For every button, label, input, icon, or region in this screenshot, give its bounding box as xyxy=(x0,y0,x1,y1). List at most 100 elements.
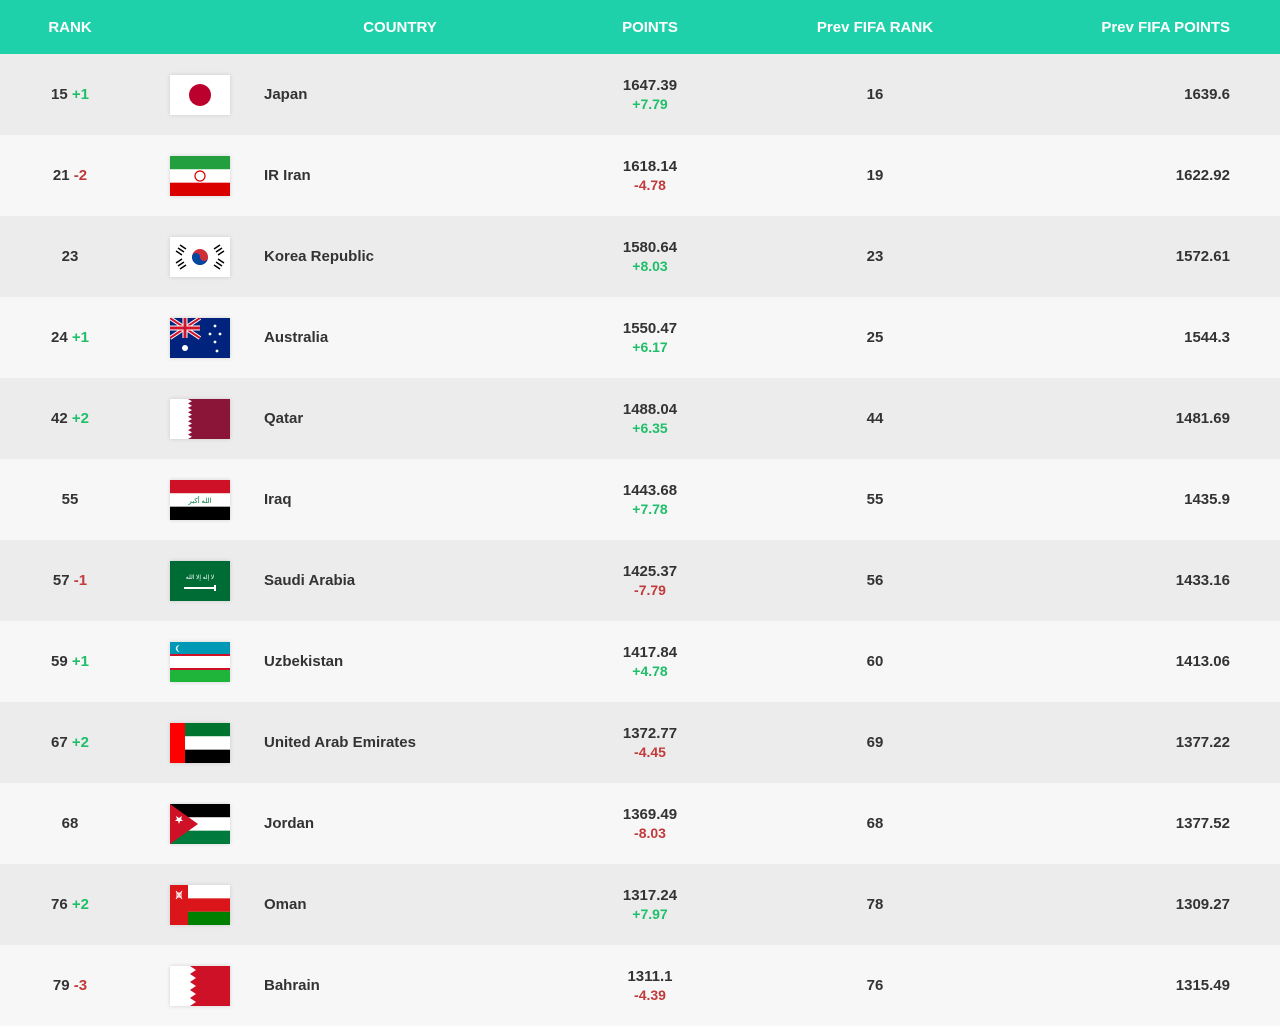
prev-rank-cell: 68 xyxy=(760,815,990,832)
flag-icon: الله أكبر xyxy=(170,480,230,520)
table-row[interactable]: 23 Korea Republic 1580.64 +8.03 23 1572.… xyxy=(0,216,1280,297)
prev-points-cell: 1315.49 xyxy=(990,977,1280,994)
prev-rank-cell: 16 xyxy=(760,86,990,103)
country-cell: Saudi Arabia xyxy=(260,572,540,589)
points-value: 1417.84 xyxy=(540,644,760,661)
points-cell: 1372.77 -4.45 xyxy=(540,725,760,760)
flag-icon xyxy=(170,318,230,358)
points-delta: -8.03 xyxy=(540,825,760,841)
country-cell: Uzbekistan xyxy=(260,653,540,670)
rank-cell: 55 xyxy=(0,491,140,508)
prev-points-cell: 1572.61 xyxy=(990,248,1280,265)
points-delta: +6.17 xyxy=(540,339,760,355)
country-cell: Jordan xyxy=(260,815,540,832)
rank-cell: 67 +2 xyxy=(0,734,140,751)
prev-points-cell: 1377.22 xyxy=(990,734,1280,751)
table-body: 15 +1 Japan 1647.39 +7.79 16 1639.6 21 -… xyxy=(0,54,1280,1026)
points-value: 1369.49 xyxy=(540,806,760,823)
table-row[interactable]: 57 -1 لا إله إلا الله Saudi Arabia 1425.… xyxy=(0,540,1280,621)
svg-text:الله أكبر: الله أكبر xyxy=(187,495,211,505)
rank-value: 23 xyxy=(62,248,79,265)
rank-cell: 24 +1 xyxy=(0,329,140,346)
points-cell: 1425.37 -7.79 xyxy=(540,563,760,598)
points-value: 1311.1 xyxy=(540,968,760,985)
rank-delta: +1 xyxy=(72,329,89,346)
rank-cell: 21 -2 xyxy=(0,167,140,184)
points-delta: +7.78 xyxy=(540,501,760,517)
points-delta: -4.45 xyxy=(540,744,760,760)
prev-points-cell: 1639.6 xyxy=(990,86,1280,103)
flag-cell: لا إله إلا الله xyxy=(140,561,260,601)
prev-rank-cell: 60 xyxy=(760,653,990,670)
col-header-rank: RANK xyxy=(0,19,140,36)
prev-rank-cell: 23 xyxy=(760,248,990,265)
rank-cell: 76 +2 xyxy=(0,896,140,913)
points-value: 1317.24 xyxy=(540,887,760,904)
points-cell: 1618.14 -4.78 xyxy=(540,158,760,193)
points-delta: +7.79 xyxy=(540,96,760,112)
rank-delta: -3 xyxy=(74,977,87,994)
flag-icon xyxy=(170,75,230,115)
table-row[interactable]: 15 +1 Japan 1647.39 +7.79 16 1639.6 xyxy=(0,54,1280,135)
country-cell: Oman xyxy=(260,896,540,913)
col-header-prev-points: Prev FIFA POINTS xyxy=(990,19,1280,36)
rank-cell: 59 +1 xyxy=(0,653,140,670)
points-delta: -7.79 xyxy=(540,582,760,598)
rank-delta: +2 xyxy=(72,896,89,913)
table-header: RANK COUNTRY POINTS Prev FIFA RANK Prev … xyxy=(0,0,1280,54)
points-value: 1372.77 xyxy=(540,725,760,742)
prev-points-cell: 1481.69 xyxy=(990,410,1280,427)
table-row[interactable]: 55 الله أكبر Iraq 1443.68 +7.78 55 1435.… xyxy=(0,459,1280,540)
flag-cell xyxy=(140,885,260,925)
rank-value: 21 xyxy=(53,167,70,184)
points-delta: +8.03 xyxy=(540,258,760,274)
table-row[interactable]: 59 +1 Uzbekistan 1417.84 +4.78 60 1413.0… xyxy=(0,621,1280,702)
points-cell: 1317.24 +7.97 xyxy=(540,887,760,922)
table-row[interactable]: 76 +2 Oman 1317.24 +7.97 78 1309.27 xyxy=(0,864,1280,945)
rank-value: 68 xyxy=(62,815,79,832)
prev-points-cell: 1309.27 xyxy=(990,896,1280,913)
flag-cell xyxy=(140,237,260,277)
points-cell: 1311.1 -4.39 xyxy=(540,968,760,1003)
table-row[interactable]: 68 Jordan 1369.49 -8.03 68 1377.52 xyxy=(0,783,1280,864)
points-delta: +7.97 xyxy=(540,906,760,922)
rank-cell: 23 xyxy=(0,248,140,265)
country-cell: Japan xyxy=(260,86,540,103)
points-cell: 1647.39 +7.79 xyxy=(540,77,760,112)
table-row[interactable]: 21 -2 IR Iran 1618.14 -4.78 19 1622.92 xyxy=(0,135,1280,216)
rank-cell: 15 +1 xyxy=(0,86,140,103)
prev-points-cell: 1622.92 xyxy=(990,167,1280,184)
points-delta: +4.78 xyxy=(540,663,760,679)
prev-points-cell: 1413.06 xyxy=(990,653,1280,670)
points-delta: +6.35 xyxy=(540,420,760,436)
ranking-table: RANK COUNTRY POINTS Prev FIFA RANK Prev … xyxy=(0,0,1280,1026)
table-row[interactable]: 67 +2 United Arab Emirates 1372.77 -4.45… xyxy=(0,702,1280,783)
rank-value: 24 xyxy=(51,329,68,346)
flag-cell xyxy=(140,156,260,196)
rank-value: 79 xyxy=(53,977,70,994)
rank-value: 67 xyxy=(51,734,68,751)
prev-points-cell: 1435.9 xyxy=(990,491,1280,508)
rank-cell: 57 -1 xyxy=(0,572,140,589)
rank-value: 15 xyxy=(51,86,68,103)
points-cell: 1550.47 +6.17 xyxy=(540,320,760,355)
country-cell: IR Iran xyxy=(260,167,540,184)
points-cell: 1369.49 -8.03 xyxy=(540,806,760,841)
table-row[interactable]: 79 -3 Bahrain 1311.1 -4.39 76 1315.49 xyxy=(0,945,1280,1026)
flag-cell xyxy=(140,642,260,682)
flag-cell xyxy=(140,399,260,439)
table-row[interactable]: 24 +1 Australia 1550.47 +6.17 25 1544.3 xyxy=(0,297,1280,378)
table-row[interactable]: 42 +2 Qatar 1488.04 +6.35 44 1481.69 xyxy=(0,378,1280,459)
flag-icon xyxy=(170,966,230,1006)
points-delta: -4.78 xyxy=(540,177,760,193)
flag-cell xyxy=(140,723,260,763)
points-cell: 1443.68 +7.78 xyxy=(540,482,760,517)
flag-icon xyxy=(170,723,230,763)
prev-rank-cell: 76 xyxy=(760,977,990,994)
flag-cell: الله أكبر xyxy=(140,480,260,520)
country-cell: Bahrain xyxy=(260,977,540,994)
points-value: 1425.37 xyxy=(540,563,760,580)
rank-value: 76 xyxy=(51,896,68,913)
points-value: 1618.14 xyxy=(540,158,760,175)
rank-value: 57 xyxy=(53,572,70,589)
